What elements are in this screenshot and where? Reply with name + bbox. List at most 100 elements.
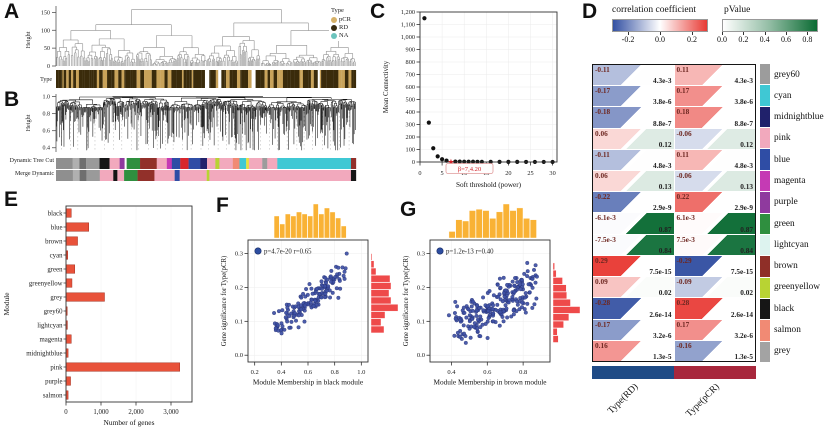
pvalue-value: 0.84 (740, 245, 753, 255)
module-label: purple (774, 197, 798, 208)
scale-tick (628, 32, 629, 35)
module-label: grey (774, 346, 791, 357)
svg-text:0.4: 0.4 (43, 146, 51, 152)
legend-item-na: NA (331, 32, 351, 40)
correlation-value: -0.06 (676, 171, 692, 181)
trait-label-rd: Type(RD) (605, 382, 641, 417)
svg-text:50: 50 (44, 46, 50, 52)
svg-text:600: 600 (406, 84, 415, 91)
heatmap-cell: -0.28 2.6e-14 (593, 298, 674, 319)
correlation-value: -6.1e-3 (595, 213, 616, 223)
svg-text:400: 400 (406, 109, 415, 116)
svg-text:1.0: 1.0 (357, 369, 365, 376)
pvalue-value: 0.12 (740, 139, 753, 149)
module-label: lightcyan (774, 239, 809, 250)
svg-text:blue: blue (51, 224, 63, 231)
svg-text:purple: purple (45, 378, 62, 385)
right-histogram (552, 262, 581, 343)
svg-text:0.6: 0.6 (483, 369, 492, 376)
svg-text:β=7,4.20: β=7,4.20 (458, 166, 482, 173)
correlation-value: -0.17 (595, 86, 611, 96)
svg-text:Gene significance for Type(pCR: Gene significance for Type(pCR) (403, 256, 410, 347)
scale-tick (786, 32, 787, 35)
svg-text:0.6: 0.6 (43, 129, 51, 135)
svg-text:greenyellow: greenyellow (29, 280, 63, 287)
correlation-value: -0.11 (595, 65, 610, 74)
correlation-value: -0.29 (676, 255, 692, 265)
svg-text:Height: Height (25, 114, 32, 131)
svg-text:salmon: salmon (43, 392, 63, 399)
module-chip (760, 256, 770, 277)
svg-text:700: 700 (406, 72, 415, 79)
svg-text:3,000: 3,000 (163, 409, 179, 416)
svg-text:100: 100 (406, 147, 415, 154)
svg-text:30: 30 (549, 170, 555, 177)
correlation-value: 0.17 (676, 319, 690, 329)
pvalue-value: 1.3e-5 (653, 351, 672, 361)
type-legend-title: Type (331, 7, 344, 14)
pvalue-value: 0.84 (658, 245, 672, 255)
correlation-value: -0.17 (595, 319, 611, 329)
heatmap-cell: -0.11 4.8e-3 (593, 149, 674, 171)
legend-label-rd: RD (339, 24, 349, 31)
correlation-value: 0.06 (595, 128, 608, 138)
svg-text:5: 5 (441, 170, 444, 177)
dendrogram-a-lines (56, 9, 356, 66)
svg-text:0.3: 0.3 (235, 251, 243, 258)
merge-dynamic-label: Merge Dynamic (14, 171, 54, 177)
heatmap-cell: -0.09 0.02 (674, 277, 755, 298)
svg-text:Module Membership in brown mod: Module Membership in brown module (433, 378, 546, 387)
scale-tick-label: 0.6 (781, 35, 791, 44)
heatmap-cell: 0.17 3.8e-6 (674, 86, 755, 107)
heatmap-cell: 0.11 4.3e-3 (674, 65, 755, 86)
svg-text:2,000: 2,000 (128, 409, 144, 416)
svg-text:500: 500 (406, 97, 415, 104)
correlation-value: 0.17 (676, 86, 690, 96)
svg-text:0: 0 (64, 409, 68, 416)
svg-text:1,000: 1,000 (401, 34, 415, 41)
svg-text:Soft threshold (power): Soft threshold (power) (456, 181, 522, 189)
svg-text:grey: grey (50, 294, 63, 301)
panel-c-scatter-chart: 01002003004005006007008009001,0001,1001,… (383, 9, 558, 189)
correlation-value: -0.22 (595, 192, 611, 202)
svg-text:1,100: 1,100 (401, 22, 415, 29)
svg-text:800: 800 (406, 59, 415, 66)
heatmap-cell: -0.18 8.8e-7 (593, 107, 674, 128)
type-color-bar (56, 70, 357, 88)
heatmap-cell: 0.18 8.8e-7 (674, 107, 755, 128)
correlation-value: -0.18 (595, 107, 611, 117)
dynamic-tree-cut-bar (56, 158, 357, 169)
svg-text:0.4: 0.4 (447, 369, 456, 376)
scale-tick (743, 32, 745, 35)
correlation-value: 0.18 (676, 107, 690, 117)
pvalue-value: 0.87 (740, 224, 753, 234)
panel-letter-d: D (582, 0, 598, 23)
svg-text:brown: brown (45, 238, 63, 245)
module-label: midnightblue (774, 112, 824, 123)
gene-count-bars (65, 208, 180, 400)
module-chip (760, 277, 770, 298)
module-label: magenta (774, 176, 806, 187)
panel-letter-a: A (4, 0, 20, 23)
panel-letter-e: E (4, 188, 19, 211)
pvalue-value: 8.8e-7 (653, 118, 672, 128)
top-histogram (273, 203, 347, 239)
svg-text:0.1: 0.1 (417, 318, 425, 325)
panel-e-bar-chart: black blue brown cyan green greenyellow grey gr… (2, 205, 193, 427)
heatmap-cell: 0.06 0.13 (593, 171, 674, 192)
dendrogram-b-lines (56, 96, 356, 151)
top-histogram (448, 203, 537, 239)
panel-g-joint-scatter-chart: 0.0 0.1 0.2 0.3 0.4 0.6 0.8 p=1.2e-13 r=0.40 Mod… (403, 203, 581, 387)
correlation-value: -0.09 (676, 277, 692, 287)
svg-text:Gene significance for Type(pCR: Gene significance for Type(pCR) (221, 256, 228, 347)
svg-text:0.8: 0.8 (331, 369, 339, 376)
heatmap-cell: -6.1e-3 0.87 (593, 213, 674, 234)
pvalue-value: 2.9e-9 (653, 203, 672, 213)
svg-text:p=4.7e-20 r=0.65: p=4.7e-20 r=0.65 (264, 249, 312, 256)
correlation-value: 0.29 (595, 255, 608, 265)
module-chip (760, 64, 770, 85)
heatmap-cell: 0.28 2.6e-14 (674, 298, 755, 319)
svg-text:Type: Type (40, 77, 52, 83)
module-label: cyan (774, 90, 792, 101)
svg-text:0.4: 0.4 (277, 369, 286, 376)
